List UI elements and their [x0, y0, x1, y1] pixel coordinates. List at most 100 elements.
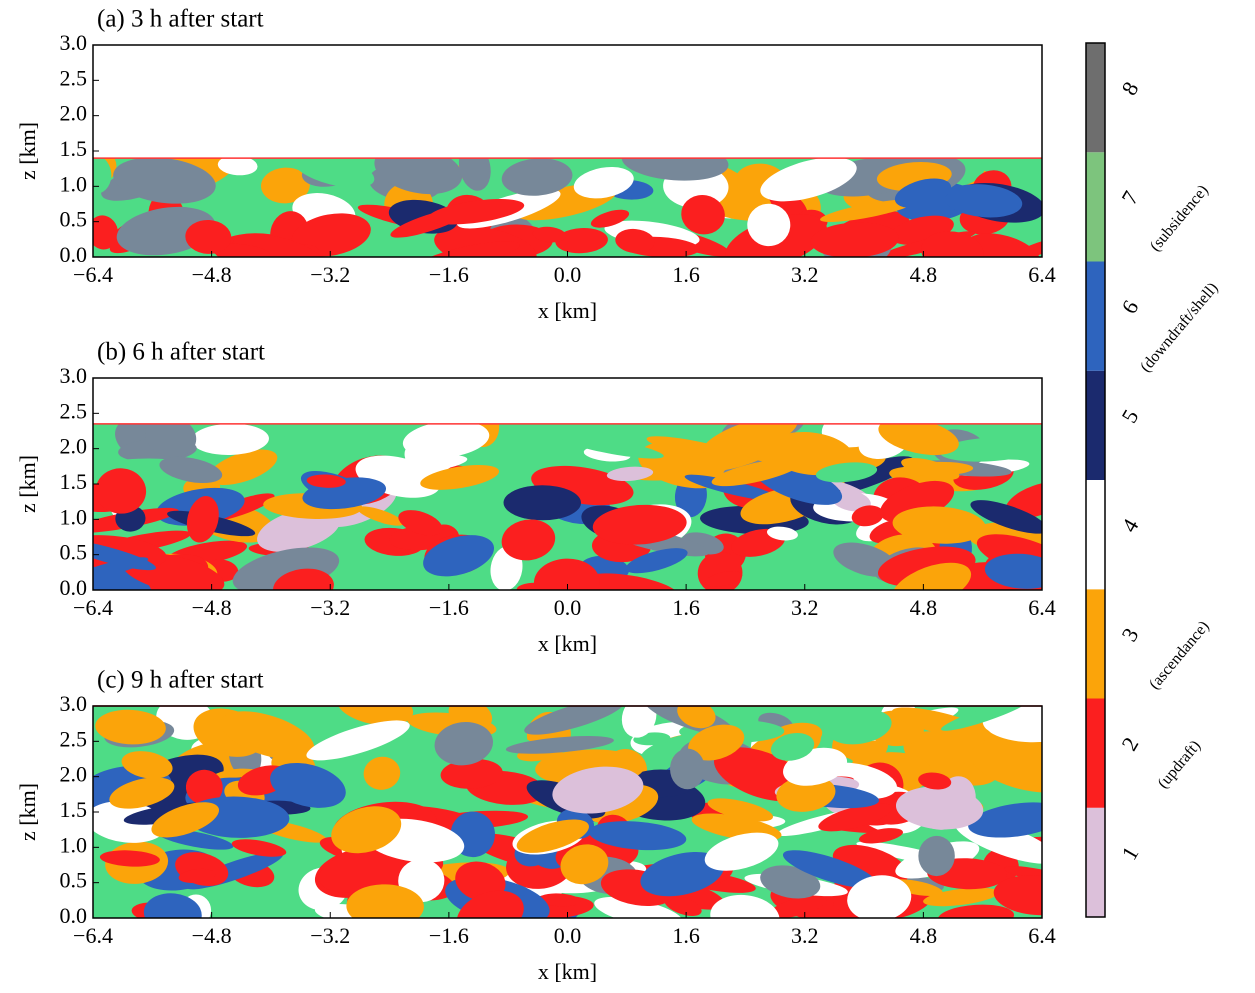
x-tick-label: 6.4 [1028, 923, 1056, 948]
field-blob [704, 832, 779, 871]
field-blob [423, 535, 495, 577]
field-blob [770, 732, 815, 761]
field-blob [984, 553, 1042, 589]
colorbar-label: 8 [1116, 77, 1143, 99]
x-tick-label: 6.4 [1028, 595, 1056, 620]
y-tick-label: 2.0 [60, 101, 88, 126]
field-blob [555, 228, 608, 254]
field-blob [357, 506, 404, 526]
field-blob [516, 819, 589, 853]
field-blob [151, 802, 220, 838]
colorbar-frame [1085, 42, 1106, 918]
field-blob [455, 861, 506, 901]
x-tick-label: 0.0 [554, 262, 582, 287]
field-blob [276, 423, 363, 448]
field-blob [208, 449, 278, 486]
field-blob [588, 821, 687, 851]
field-blob [427, 199, 525, 225]
colorbar-segment [1086, 152, 1105, 262]
y-tick-label: 1.5 [60, 797, 88, 822]
field-blob [664, 895, 702, 916]
field [93, 706, 1042, 918]
colorbar-annotation: (downdraft/shell) [1137, 280, 1221, 376]
x-tick-label: −3.2 [310, 923, 350, 948]
y-tick-label: 0.5 [60, 868, 88, 893]
field-blob [1004, 866, 1042, 885]
field-blob [939, 437, 1041, 462]
field-blob [944, 184, 1023, 218]
x-tick-label: −1.6 [429, 595, 469, 620]
field-blob [770, 895, 827, 918]
field-blob [505, 736, 614, 754]
field-blob [538, 893, 581, 907]
field-blob [970, 500, 1042, 534]
field-blob [533, 558, 600, 590]
y-tick-label: 1.0 [60, 171, 88, 196]
y-axis-label: z [km] [15, 455, 40, 513]
field [93, 423, 1042, 590]
x-tick-label: −4.8 [192, 262, 232, 287]
panel-title: (a) 3 h after start [97, 6, 264, 33]
x-tick-label: 3.2 [791, 923, 819, 948]
y-tick-label: 0.5 [60, 207, 88, 232]
field-blob [965, 233, 1041, 257]
x-tick-label: 3.2 [791, 595, 819, 620]
colorbar-label: 1 [1116, 842, 1143, 864]
y-tick-label: 2.5 [60, 398, 88, 423]
field-blob [220, 711, 315, 760]
field-blob [95, 709, 166, 745]
field-blob [501, 519, 556, 561]
field-blob [456, 890, 524, 918]
x-tick-label: 4.8 [910, 262, 938, 287]
field-blob [891, 707, 992, 740]
colorbar-label: 4 [1116, 514, 1143, 536]
y-tick-label: 1.5 [60, 469, 88, 494]
field-blob [815, 462, 878, 483]
field-blob [363, 756, 401, 790]
y-tick-label: 2.5 [60, 726, 88, 751]
field-blob [524, 706, 625, 735]
colorbar-annotation: (updraft) [1155, 737, 1205, 791]
field-blob [894, 178, 952, 209]
field-blob [688, 724, 745, 761]
field-blob [560, 844, 609, 885]
y-tick-label: 3.0 [60, 691, 88, 716]
field-blob [625, 548, 688, 574]
field-blob [191, 423, 269, 455]
colorbar-annotation: (subsidence) [1147, 182, 1212, 255]
field-blob [292, 158, 375, 188]
field-blob [272, 568, 334, 590]
y-tick-label: 1.0 [60, 832, 88, 857]
field-blob [561, 435, 664, 459]
colorbar-segment [1086, 480, 1105, 590]
colorbar-label: 5 [1116, 405, 1143, 427]
field-blob [420, 241, 520, 257]
field-blob [306, 474, 346, 488]
field-blob [93, 215, 119, 250]
field-blob [231, 839, 287, 857]
field-blob [95, 468, 147, 514]
field-blob [918, 835, 955, 877]
field-blob [621, 158, 729, 181]
field-blob [552, 766, 644, 814]
field-blob [1005, 481, 1042, 519]
x-tick-label: −6.4 [73, 262, 113, 287]
field-blob [747, 203, 791, 247]
x-tick-label: 1.6 [672, 595, 700, 620]
field-blob [185, 219, 232, 254]
field-blob [918, 772, 952, 790]
colorbar-segment [1086, 370, 1105, 480]
field-blob [232, 234, 325, 257]
x-axis-label: x [km] [538, 631, 597, 656]
field-blob [398, 510, 443, 536]
y-axis-label: z [km] [15, 783, 40, 841]
field-blob [306, 720, 410, 761]
field-blob [707, 798, 773, 822]
x-tick-label: −1.6 [429, 923, 469, 948]
y-tick-label: 2.5 [60, 65, 88, 90]
field-blob [892, 506, 986, 544]
field-blob [640, 852, 725, 897]
field-blob [458, 158, 491, 191]
y-tick-label: 2.0 [60, 434, 88, 459]
